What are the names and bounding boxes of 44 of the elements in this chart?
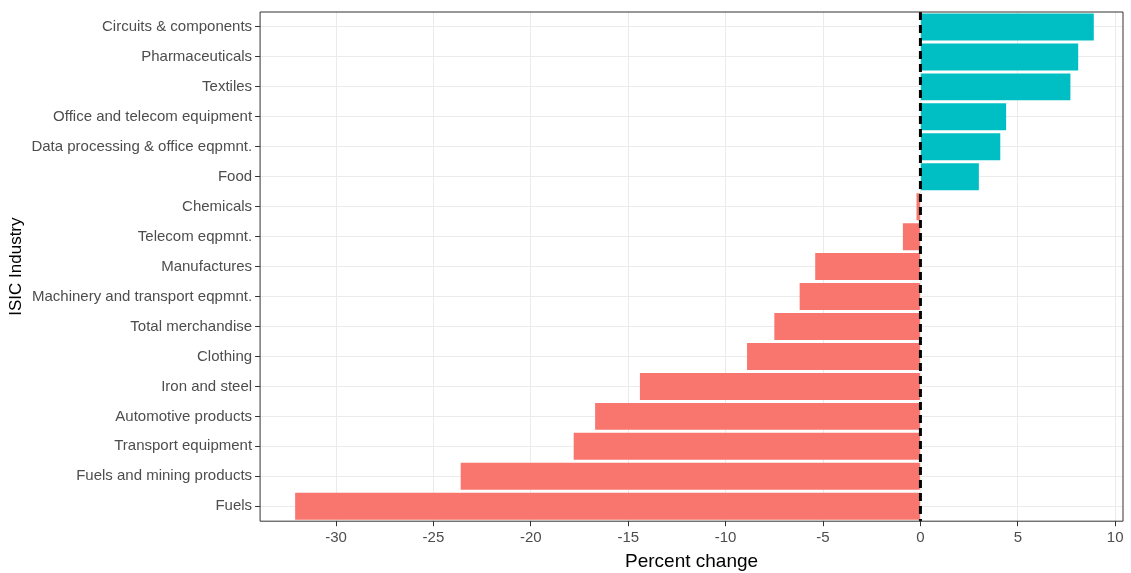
y-axis-title: ISIC Industry — [5, 216, 25, 316]
x-tick-label: -30 — [325, 528, 347, 546]
bar — [920, 13, 1094, 41]
y-tick-label: Clothing — [197, 346, 253, 364]
x-axis-title: Percent change — [624, 549, 759, 571]
bar — [774, 313, 920, 340]
bar — [920, 103, 1007, 131]
x-tick-label: -25 — [422, 528, 445, 546]
y-tick-label: Transport equipment — [114, 436, 253, 454]
bar — [573, 432, 920, 460]
y-tick-label: Circuits & components — [102, 17, 253, 35]
bar — [460, 462, 920, 490]
bar — [295, 492, 920, 520]
y-tick-label: Office and telecom equipment — [53, 106, 253, 124]
y-tick-label: Manufactures — [161, 256, 253, 274]
x-tick-label: -20 — [519, 528, 542, 546]
y-tick-label: Iron and steel — [161, 376, 253, 394]
bar — [799, 283, 920, 311]
x-tick-label: -10 — [714, 528, 737, 546]
bar — [920, 73, 1071, 101]
y-tick-label: Data processing & office eqpmnt. — [31, 136, 253, 154]
y-tick-label: Telecom eqpmnt. — [137, 226, 253, 244]
bar — [920, 43, 1079, 71]
y-tick-label: Automotive products — [115, 406, 253, 424]
y-tick-label: Machinery and transport eqpmnt. — [31, 286, 253, 304]
x-tick-label: 0 — [916, 528, 925, 546]
y-tick-label: Total merchandise — [130, 316, 253, 334]
bar — [747, 342, 920, 370]
bar — [595, 402, 920, 430]
x-tick-label: 5 — [1013, 528, 1022, 546]
y-tick-label: Textiles — [202, 77, 253, 95]
y-tick-label: Pharmaceuticals — [141, 47, 253, 65]
bar — [815, 253, 920, 281]
y-tick-label: Food — [217, 166, 253, 184]
x-tick-label: -5 — [816, 528, 830, 546]
bar — [902, 223, 920, 251]
y-tick-label: Fuels and mining products — [76, 466, 253, 484]
bar — [639, 372, 920, 400]
x-tick-label: 10 — [1106, 528, 1124, 546]
y-tick-label: Fuels — [215, 496, 253, 514]
y-tick-label: Chemicals — [182, 196, 253, 214]
x-tick-label: -15 — [617, 528, 640, 546]
bar — [920, 163, 979, 191]
bar — [920, 133, 1001, 161]
